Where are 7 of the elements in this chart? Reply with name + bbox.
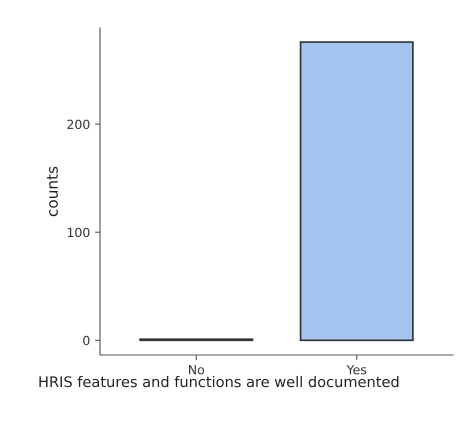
x-tick-label: No: [189, 365, 204, 374]
y-tick-label: 0: [83, 336, 90, 346]
y-tick-label: 100: [68, 228, 90, 238]
y-axis-title: counts: [46, 166, 58, 216]
x-axis-title: HRIS features and functions are well documented: [39, 376, 398, 388]
x-tick-label: Yes: [346, 365, 366, 374]
y-tick-label: 200: [67, 120, 90, 130]
